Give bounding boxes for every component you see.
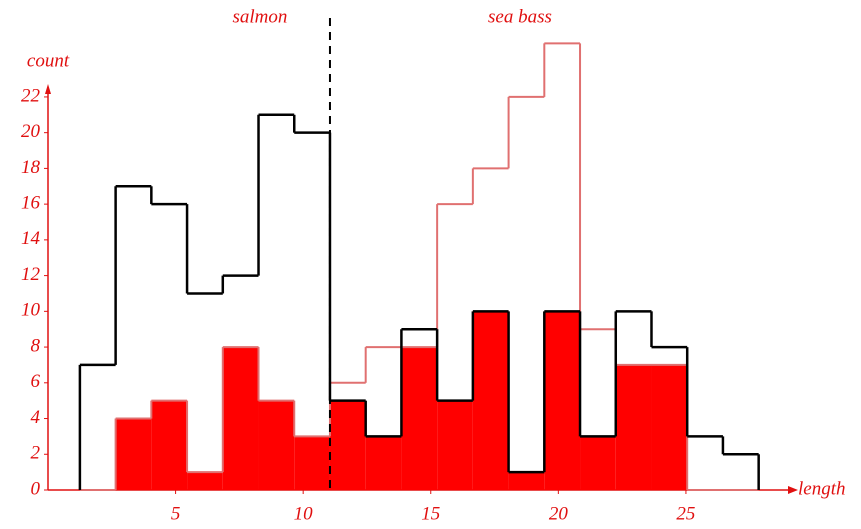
x-tick-label: 15 xyxy=(421,503,440,524)
y-tick-label: 6 xyxy=(31,371,41,392)
x-tick-label: 25 xyxy=(676,503,695,524)
y-tick-label: 18 xyxy=(21,157,41,178)
y-tick-label: 0 xyxy=(31,478,41,499)
y-tick-label: 12 xyxy=(21,264,41,285)
y-tick-label: 4 xyxy=(31,407,41,428)
overlap-bar xyxy=(329,400,366,490)
x-axis-label: length xyxy=(798,478,846,499)
overlap-bar xyxy=(472,311,509,490)
overlap-bar xyxy=(437,400,473,490)
y-tick-label: 14 xyxy=(21,228,41,249)
y-tick-label: 22 xyxy=(21,85,41,106)
overlap-bar xyxy=(187,472,223,490)
overlap-bar xyxy=(151,400,188,490)
y-tick-label: 2 xyxy=(31,443,41,464)
y-axis-label: count xyxy=(27,50,70,71)
x-tick-label: 5 xyxy=(171,503,181,524)
x-axis-arrow xyxy=(788,486,798,494)
overlap-bar xyxy=(294,436,330,490)
overlap-bar xyxy=(115,418,152,490)
overlap-bar xyxy=(544,311,581,490)
overlap-bar xyxy=(258,400,295,490)
y-axis-arrow xyxy=(45,84,51,94)
overlap-bar xyxy=(615,364,652,490)
x-tick-label: 10 xyxy=(294,503,314,524)
y-tick-label: 16 xyxy=(21,192,41,213)
series-label: salmon xyxy=(233,6,288,27)
overlap-bar xyxy=(508,472,545,490)
overlap-bar xyxy=(365,436,402,490)
y-tick-label: 20 xyxy=(21,121,41,142)
y-tick-label: 10 xyxy=(21,300,41,321)
overlap-bar xyxy=(222,347,259,490)
overlap-bar xyxy=(651,364,688,490)
series-label: sea bass xyxy=(488,6,552,27)
x-tick-label: 20 xyxy=(549,503,569,524)
overlap-bar xyxy=(580,436,616,490)
y-tick-label: 8 xyxy=(31,335,41,356)
overlap-bar xyxy=(401,347,438,490)
